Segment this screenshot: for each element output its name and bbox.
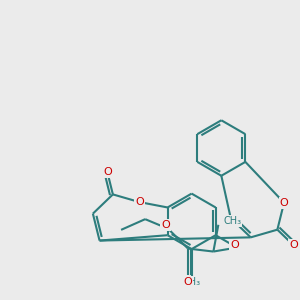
Text: CH₃: CH₃ <box>182 277 201 287</box>
Text: O: O <box>184 277 192 287</box>
Text: O: O <box>161 220 170 230</box>
Text: O: O <box>280 198 288 208</box>
Text: O: O <box>290 240 298 250</box>
Text: O: O <box>230 240 239 250</box>
Text: O: O <box>135 197 144 207</box>
Text: CH₃: CH₃ <box>223 216 241 226</box>
Text: O: O <box>103 167 112 177</box>
